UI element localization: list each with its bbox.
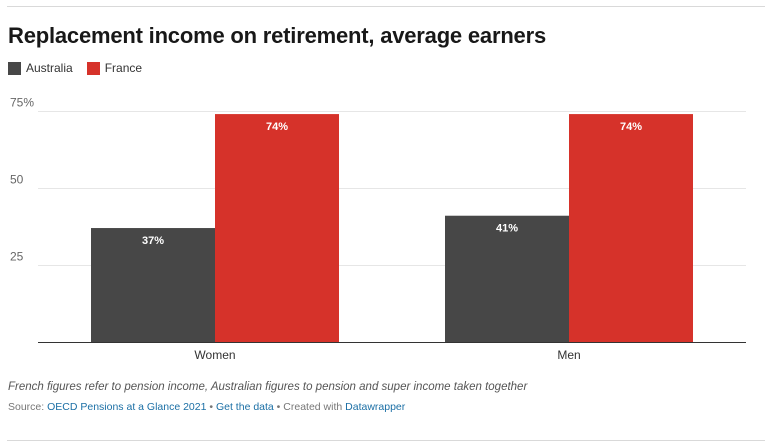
source-prefix: Source: (8, 401, 48, 413)
created-with-text: • Created with (273, 401, 346, 413)
chart-notes: French figures refer to pension income, … (8, 381, 528, 393)
legend-item-australia: Australia (8, 61, 73, 75)
data-label: 74% (620, 121, 642, 133)
source-separator: • (206, 401, 216, 413)
legend-label-france: France (104, 61, 143, 75)
y-tick-label: 75% (10, 96, 34, 110)
data-label: 74% (266, 121, 288, 133)
get-data-link[interactable]: Get the data (215, 401, 274, 413)
data-label: 41% (496, 223, 518, 235)
bar (569, 114, 693, 342)
legend-swatch-france (86, 61, 100, 75)
legend: Australia France (8, 61, 156, 75)
legend-item-france: France (86, 61, 143, 75)
bar (215, 114, 339, 342)
x-tick-label: Men (557, 348, 580, 362)
bottom-rule (7, 440, 765, 441)
legend-swatch-australia (8, 61, 21, 75)
source-link[interactable]: OECD Pensions at a Glance 2021 (47, 401, 207, 413)
x-tick-label: Women (194, 348, 235, 362)
source-line: Source: OECD Pensions at a Glance 2021 •… (8, 401, 405, 413)
bar (445, 215, 569, 342)
bar (91, 228, 215, 342)
legend-label-australia: Australia (26, 61, 73, 75)
y-tick-label: 25 (10, 250, 24, 264)
top-rule (7, 6, 765, 7)
chart-title: Replacement income on retirement, averag… (8, 23, 546, 48)
y-tick-label: 50 (10, 173, 24, 187)
data-label: 37% (142, 235, 164, 247)
datawrapper-link[interactable]: Datawrapper (345, 401, 406, 413)
